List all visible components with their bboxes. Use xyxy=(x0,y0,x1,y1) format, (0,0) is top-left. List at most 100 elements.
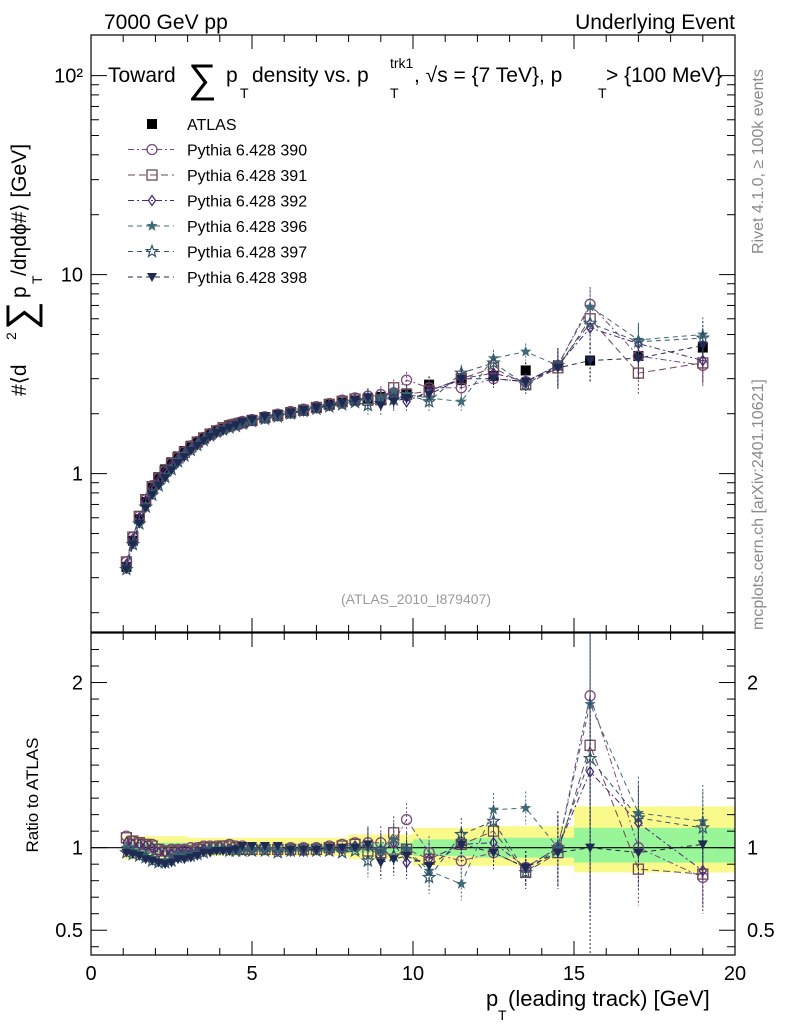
ratio-series-line xyxy=(126,843,703,869)
title-sup-trk1: trk1 xyxy=(390,55,414,71)
title-sum-symbol: ∑ xyxy=(188,57,217,101)
ratio-y-tick-label-right: 2 xyxy=(747,673,758,695)
data-point xyxy=(350,396,361,406)
data-point xyxy=(134,519,145,529)
legend-marker xyxy=(146,143,158,156)
legend-item-pythia-6-428-392: Pythia 6.428 392 xyxy=(128,194,307,211)
data-point xyxy=(205,432,216,442)
ratio-data-point xyxy=(424,861,435,871)
ratio-data-point xyxy=(324,843,335,853)
data-point xyxy=(218,426,229,436)
data-point xyxy=(520,377,531,387)
svg-text:p: p xyxy=(486,986,498,1011)
legend-marker xyxy=(144,243,160,258)
data-point xyxy=(360,397,376,412)
y-axis-label-main: #⟨d 2 ∑ p T /dηdϕ#⟩ [GeV] xyxy=(0,144,45,396)
ratio-series-pythia-6-428-392 xyxy=(122,633,708,921)
data-point xyxy=(127,540,138,550)
ratio-series-pythia-6-428-398 xyxy=(121,699,708,955)
ratio-data-point xyxy=(520,863,531,873)
title-sub-t2: T xyxy=(390,85,399,101)
ratio-data-point xyxy=(489,836,498,849)
y-axis-label-ratio: Ratio to ATLAS xyxy=(23,738,42,853)
svg-text:∑: ∑ xyxy=(0,301,43,330)
legend-marker xyxy=(147,194,157,207)
ratio-data-point xyxy=(285,845,296,855)
ratio-data-point xyxy=(421,869,437,884)
data-point xyxy=(259,412,270,422)
series-line xyxy=(125,322,703,570)
ratio-data-point xyxy=(697,840,708,850)
data-point xyxy=(272,410,283,420)
data-point xyxy=(401,393,412,403)
data-point xyxy=(224,423,235,433)
ratio-data-point xyxy=(337,843,348,853)
ratio-data-point xyxy=(257,843,273,858)
series-atlas xyxy=(121,330,708,572)
data-point xyxy=(585,356,596,366)
data-point xyxy=(631,333,646,348)
data-point xyxy=(388,397,399,407)
data-point xyxy=(582,315,598,330)
data-point xyxy=(160,474,171,484)
ratio-data-point xyxy=(334,844,350,859)
ratio-data-point xyxy=(134,851,145,861)
data-point xyxy=(121,565,132,575)
data-point xyxy=(424,390,435,400)
data-point xyxy=(362,393,373,403)
legend-item-pythia-6-428-396: Pythia 6.428 396 xyxy=(128,219,307,236)
ratio-data-point xyxy=(552,841,564,853)
ratio-data-point xyxy=(360,853,376,868)
svg-text:#⟨d: #⟨d xyxy=(8,364,31,396)
ratio-data-point xyxy=(218,846,229,856)
ratio-data-point xyxy=(552,848,563,858)
ratio-data-point xyxy=(172,855,183,865)
legend-label: Pythia 6.428 392 xyxy=(187,194,307,211)
data-point xyxy=(337,398,348,408)
ratio-y-tick-label: 2 xyxy=(72,673,83,695)
ratio-series-line xyxy=(126,757,703,879)
title-sub-t: T xyxy=(240,85,249,101)
data-point xyxy=(298,406,309,416)
ratio-data-point xyxy=(192,851,203,861)
data-point xyxy=(488,374,499,384)
legend-item-pythia-6-428-397: Pythia 6.428 397 xyxy=(128,243,307,262)
data-point xyxy=(486,355,501,370)
ratio-data-point xyxy=(198,848,209,858)
data-point xyxy=(153,481,164,491)
legend-label: Pythia 6.428 390 xyxy=(187,143,307,160)
legend-label: Pythia 6.428 397 xyxy=(187,245,307,262)
ratio-data-point xyxy=(311,845,322,855)
ratio-data-point xyxy=(585,843,596,853)
ratio-data-point xyxy=(520,802,532,813)
series-pythia-6-428-398 xyxy=(121,328,708,575)
data-point xyxy=(421,393,437,408)
analysis-tag: (ATLAS_2010_I879407) xyxy=(341,591,491,607)
ratio-band-inner xyxy=(574,827,735,863)
svg-text:T: T xyxy=(29,275,45,284)
data-point xyxy=(552,363,563,373)
ratio-data-point xyxy=(211,846,222,856)
data-point xyxy=(140,504,151,514)
ratio-data-point xyxy=(165,851,178,863)
ratio-data-point xyxy=(205,848,216,858)
ratio-data-point xyxy=(695,820,711,835)
ratio-data-point xyxy=(633,848,644,858)
y-tick-label: 10 xyxy=(61,265,83,287)
ratio-y-tick-label-right: 0.5 xyxy=(747,920,775,942)
x-axis-label: p T (leading track) [GeV] xyxy=(486,986,710,1023)
series-line xyxy=(125,303,703,563)
legend-item-pythia-6-428-391: Pythia 6.428 391 xyxy=(128,168,307,185)
data-point xyxy=(285,408,296,418)
data-point xyxy=(153,472,164,483)
data-point xyxy=(172,459,183,469)
ratio-y-tick-label: 0.5 xyxy=(55,920,83,942)
data-point xyxy=(697,341,708,351)
y-tick-label: 1 xyxy=(72,464,83,486)
data-point xyxy=(520,365,531,376)
legend-label: Pythia 6.428 391 xyxy=(187,168,307,185)
legend-label: ATLAS xyxy=(187,117,237,134)
data-point xyxy=(388,385,400,396)
ratio-data-point xyxy=(230,845,241,855)
